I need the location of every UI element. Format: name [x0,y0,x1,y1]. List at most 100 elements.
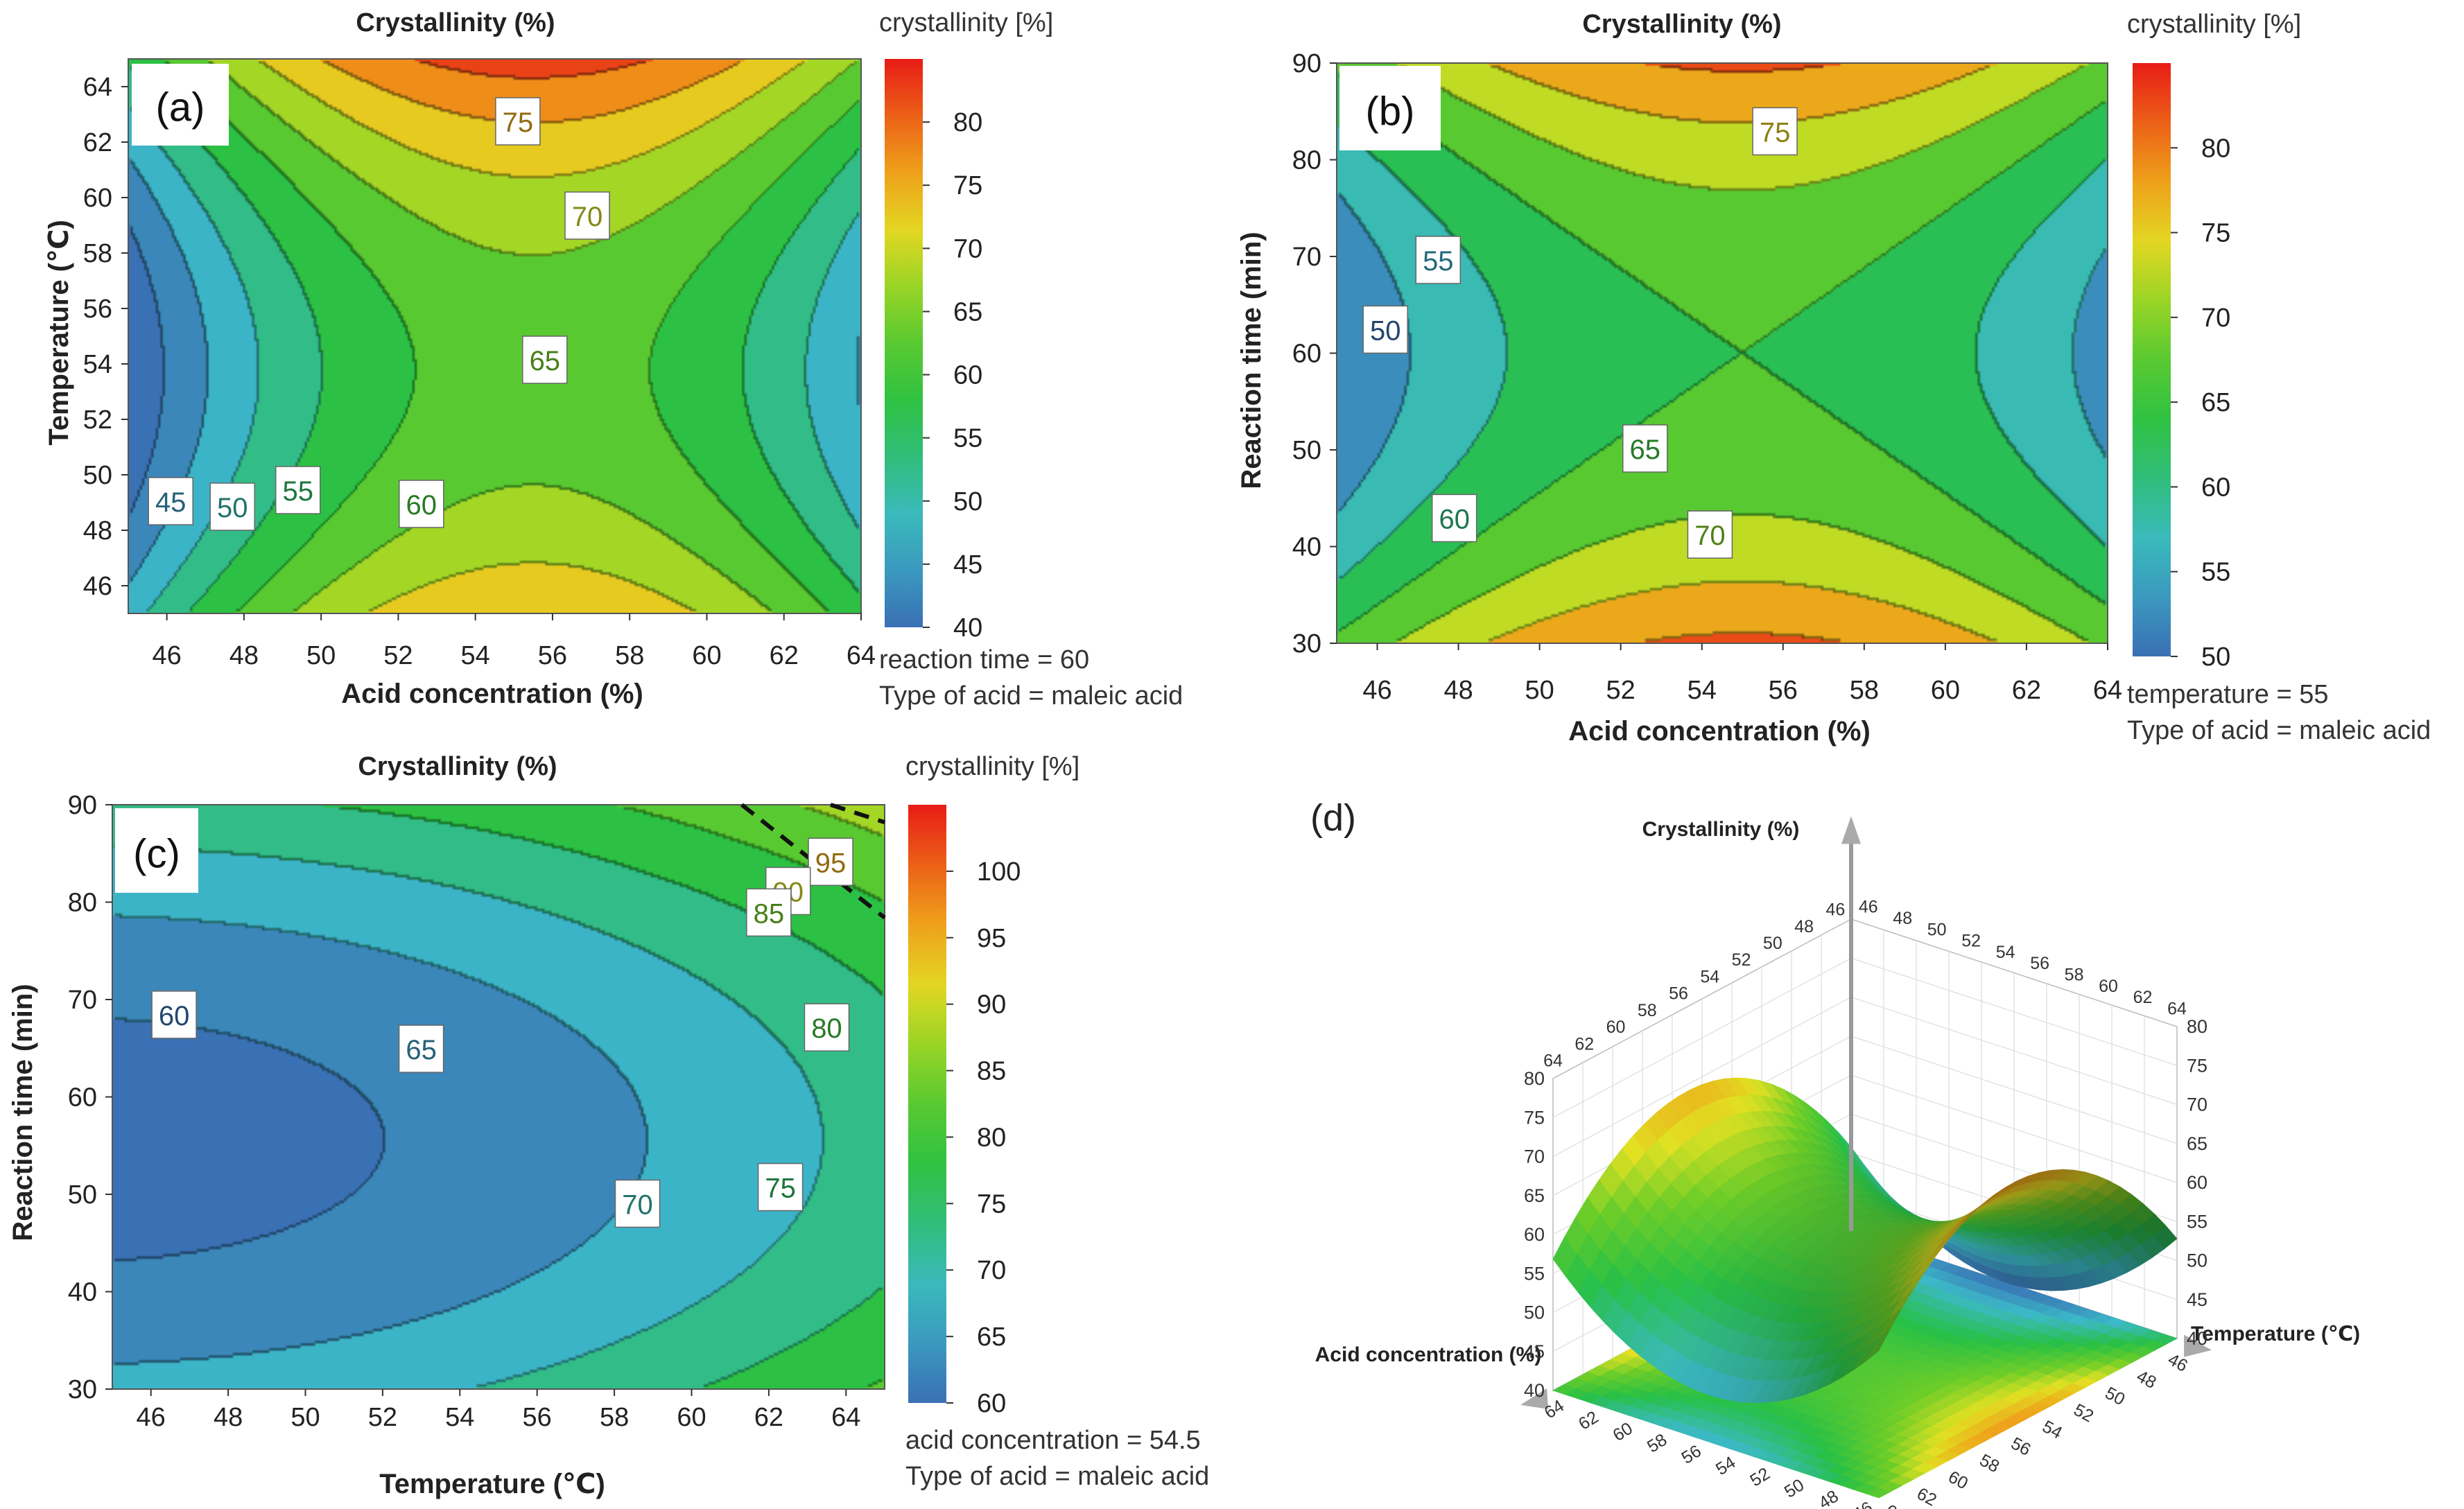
panel-c-y-tick-label: 30 [68,1375,97,1404]
panel-d-top-x-tick-label: 46 [1825,900,1845,920]
panel-c-label: (c) [133,831,180,876]
panel-b-colorbar [2133,63,2171,656]
panel-b-contour-label-box [1362,305,1408,354]
panel-c-contour-label: 60 [159,1001,190,1031]
panel-d-floor-acid-tick-label: 52 [2070,1400,2097,1427]
panel-b-contour-label-box [1687,510,1733,559]
panel-c-contour-label: 70 [622,1189,653,1220]
panel-c-y-tick-label: 40 [68,1278,97,1307]
panel-a-colorbar-tick-label: 65 [953,297,982,326]
panel-b-xlabel: Acid concentration (%) [1568,716,1871,747]
panel-a-x-tick-label: 50 [306,641,336,670]
panel-d-top-x-tick-label: 62 [1574,1034,1594,1054]
panel-d-xlabel: Acid concentration (%) [1315,1343,1542,1366]
panel-a-title: Crystallinity (%) [356,8,555,37]
panel-a-x-tick-label: 60 [692,641,721,670]
panel-c-dashed-boundary-2 [830,803,885,825]
panel-c-footnote-2: Type of acid = maleic acid [905,1462,1209,1491]
panel-a-y-tick-label: 62 [83,128,112,157]
panel-d-z-tick-label-right: 70 [2187,1094,2207,1115]
panel-c-label-box [115,808,198,893]
panel-d-floor-temp-tick-label: 50 [1781,1475,1807,1501]
panel-c-contour-label-box [398,1024,444,1073]
panel-d: (d) Crystallinity (%) Acid concentration… [1310,797,2360,1509]
panel-b-contour-label: 75 [1760,117,1791,148]
panel-c-y-tick-label: 50 [68,1180,97,1210]
panel-d-z-tick-label-left: 40 [1524,1380,1545,1401]
panel-d-z-tick-label-left: 55 [1524,1263,1545,1284]
panel-a-x-tick-label: 62 [770,641,799,670]
panel-d-top-y-tick-label: 62 [2133,988,2153,1007]
panel-c-contour-label-box [746,888,792,937]
panel-d-label: (d) [1310,797,1356,839]
panel-b-colorbar-tick-label: 80 [2201,134,2230,163]
panel-d-top-y-tick-label: 48 [1893,909,1912,928]
panel-b-footnote-1: temperature = 55 [2127,680,2328,709]
panel-b-title: Crystallinity (%) [1582,10,1781,39]
panel-a-footnote-2: Type of acid = maleic acid [879,681,1183,710]
panel-b-y-tick-label: 30 [1292,629,1321,658]
panel-c-contour-label: 85 [754,898,785,929]
panel-a-contour-label-box [399,480,444,528]
panel-c-x-tick-label: 62 [754,1403,783,1432]
panel-b-contour-label-box [1752,107,1798,156]
panel-a-y-tick-label: 58 [83,239,112,268]
panel-d-top-y-tick-label: 64 [2167,1000,2187,1019]
panel-b-contour-label: 50 [1370,315,1401,346]
panel-a-contour-label: 45 [155,487,186,518]
panel-c-contour-label: 80 [811,1013,842,1044]
panel-d-floor-temp-tick-label: 48 [1815,1487,1841,1509]
panel-a-contour-label: 50 [217,493,248,523]
panel-c-colorbar-tick-label: 85 [977,1057,1006,1086]
panel-d-floor-acid-tick-label: 60 [1945,1467,1971,1494]
panel-c-contour-label-box [804,1003,850,1052]
panel-a: Crystallinity (%) crystallinity [%] Acid… [44,8,1183,710]
panel-d-z-tick-label-right: 40 [2187,1328,2207,1349]
panel-a-colorbar-tick-label: 60 [953,361,982,390]
panel-d-z-tick-label-left: 65 [1524,1185,1545,1206]
panel-b-contour-label: 65 [1630,435,1661,465]
panel-c-colorbar [908,805,946,1403]
panel-c-contour-label-box [614,1179,661,1228]
panel-c-colorbar-tick-label: 100 [977,857,1021,887]
panel-b-y-tick-label: 80 [1292,146,1321,175]
panel-d-floor-temp-tick-label: 60 [1609,1419,1636,1445]
panel-d-top-x-tick-label: 60 [1606,1018,1626,1037]
panel-c-dashed-boundary-1 [740,803,886,920]
panel-c-y-tick-label: 60 [68,1083,97,1113]
panel-d-floor-temp-tick-label: 62 [1575,1407,1602,1433]
panel-c-contour-label-box [151,991,197,1039]
panel-c-x-tick-label: 46 [137,1403,166,1432]
panel-d-floor-cell [1865,1487,1891,1499]
panel-c-y-tick-label: 80 [68,889,97,918]
panel-d-z-axis-arrow [1841,816,1861,844]
panel-d-z-tick-label-left: 80 [1524,1068,1545,1089]
panel-c-colorbar-tick-label: 95 [977,924,1006,953]
panel-c-xlabel: Temperature (℃) [379,1469,605,1499]
panel-a-contour-label: 55 [283,476,314,507]
panel-d-top-x-tick-label: 54 [1700,967,1719,986]
panel-a-y-tick-label: 54 [83,350,112,379]
panel-d-top-y-tick-label: 52 [1961,932,1981,951]
panel-c-title: Crystallinity (%) [358,752,557,781]
panel-d-top-x-tick-label: 52 [1732,950,1751,970]
panel-c-colorbar-tick-label: 65 [977,1323,1006,1352]
panel-b-y-tick-label: 90 [1292,49,1321,78]
panel-d-z-tick-label-left: 70 [1524,1146,1545,1167]
panel-c-x-tick-label: 52 [368,1403,397,1432]
panel-b-x-tick-label: 46 [1362,676,1391,705]
panel-c-contour-label: 95 [815,848,847,878]
panel-d-floor-acid-tick-label: 50 [2102,1384,2128,1410]
panel-c-x-tick-label: 60 [677,1403,706,1432]
panel-a-x-tick-label: 48 [229,641,259,670]
panel-b-x-tick-label: 52 [1606,676,1636,705]
panel-d-ylabel: Temperature (℃) [2191,1323,2360,1345]
panel-c-contour-label: 65 [406,1035,437,1065]
panel-a-y-tick-label: 48 [83,516,112,546]
panel-b-label-box [1339,66,1441,150]
panel-a-contour-label: 75 [503,107,534,138]
panel-d-z-tick-label-left: 50 [1524,1302,1545,1323]
panel-d-floor-acid-tick-label: 58 [1977,1450,2003,1476]
panel-b-colorbar-tick-label: 50 [2201,643,2230,672]
panel-a-colorbar-tick-label: 45 [953,550,982,579]
